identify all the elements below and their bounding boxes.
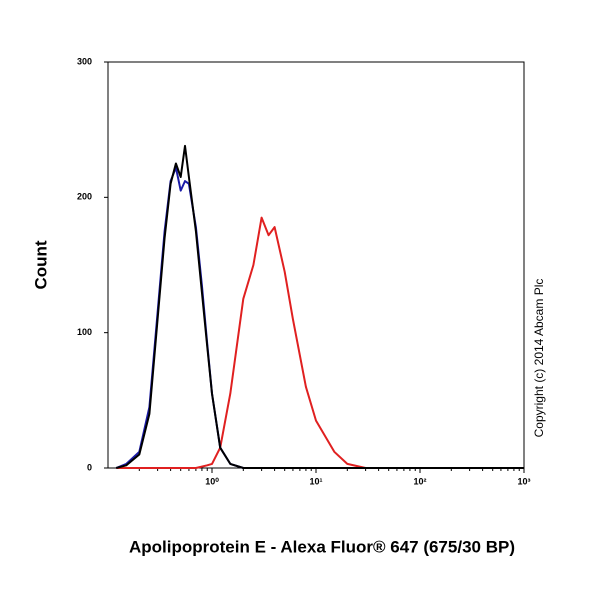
histogram-line xyxy=(115,144,524,469)
histogram-line xyxy=(116,216,524,469)
y-tick-label: 0 xyxy=(87,462,92,472)
x-tick-label: 10¹ xyxy=(309,476,322,486)
x-tick-label: 10⁰ xyxy=(205,476,219,486)
y-axis-title: Count xyxy=(31,240,50,289)
histogram-line xyxy=(115,166,524,469)
plot-frame xyxy=(107,61,525,469)
y-tick-label: 200 xyxy=(77,192,92,202)
y-tick-label: 100 xyxy=(77,327,92,337)
copyright: Copyright (c) 2014 Abcam Plc xyxy=(532,279,546,438)
x-tick-label: 10² xyxy=(413,476,426,486)
x-axis-title: Apolipoprotein E - Alexa Fluor® 647 (675… xyxy=(129,537,515,556)
x-tick-label: 10³ xyxy=(517,476,530,486)
y-tick-label: 300 xyxy=(77,56,92,66)
